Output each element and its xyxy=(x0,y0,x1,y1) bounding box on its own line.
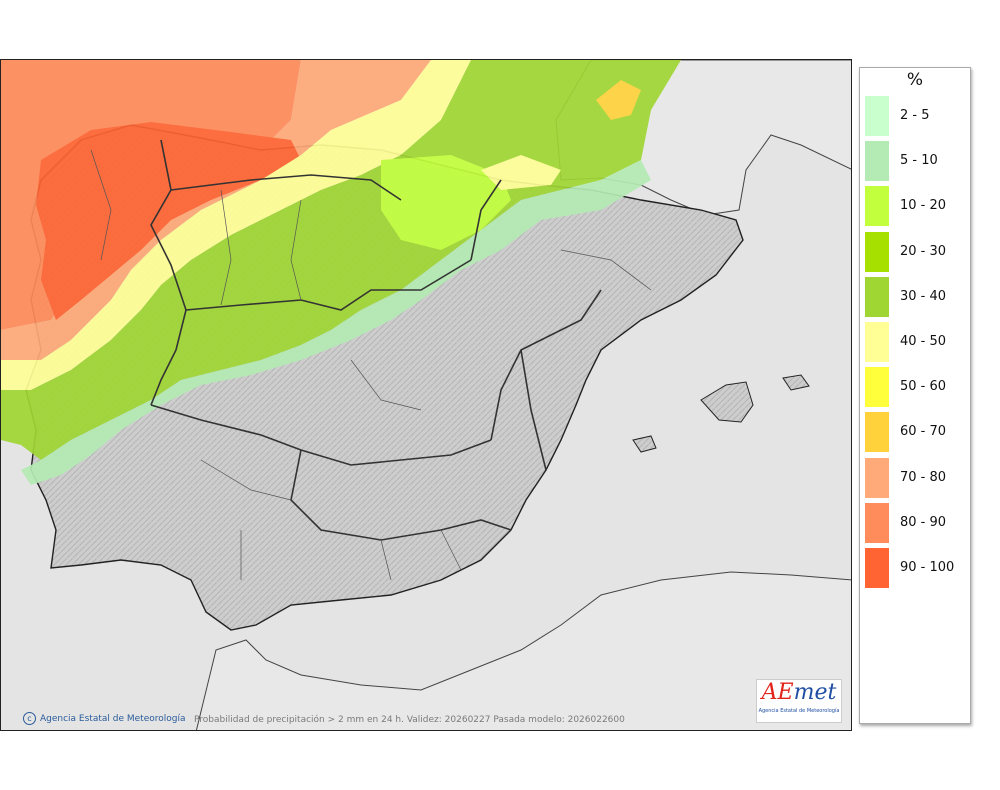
aemet-logo: AEmet Agencia Estatal de Meteorología xyxy=(756,679,842,723)
legend-label: 40 - 50 xyxy=(900,334,947,349)
legend-swatch xyxy=(865,412,889,453)
legend-swatch xyxy=(865,322,889,362)
legend-item: 70 - 80 xyxy=(863,456,963,498)
legend-label: 90 - 100 xyxy=(900,560,955,575)
legend-swatch xyxy=(865,276,889,317)
menorca xyxy=(782,374,810,391)
legend-label: 70 - 80 xyxy=(900,469,947,485)
legend-label: 30 - 40 xyxy=(900,288,947,304)
legend-item: 2 - 5 xyxy=(863,94,963,136)
legend-swatch xyxy=(865,96,889,136)
legend-swatch xyxy=(865,502,889,543)
legend-label: 20 - 30 xyxy=(900,243,947,259)
legend-swatch xyxy=(865,186,889,227)
precipitation-map: c Agencia Estatal de Meteorología Probab… xyxy=(0,59,852,731)
africa-land xyxy=(195,571,851,730)
legend-item: 30 - 40 xyxy=(863,275,963,317)
legend-label: 10 - 20 xyxy=(900,198,947,214)
mallorca xyxy=(700,381,754,423)
agency-credit-text: Agencia Estatal de Meteorología xyxy=(40,713,186,724)
regional-borders xyxy=(150,139,602,541)
legend-swatch xyxy=(865,231,889,272)
legend-item: 60 - 70 xyxy=(863,410,963,453)
legend-item: 80 - 90 xyxy=(863,501,963,543)
legend-label: 50 - 60 xyxy=(900,379,947,395)
legend-swatch xyxy=(865,367,889,408)
legend-item: 10 - 20 xyxy=(863,184,963,227)
legend-swatch xyxy=(865,457,889,498)
legend-panel: % 2 - 5 5 - 10 10 - 20 20 - 30 30 - 40 40 - 5… xyxy=(859,67,971,724)
ibiza xyxy=(632,435,657,453)
agency-credit: c Agencia Estatal de Meteorología xyxy=(23,712,186,725)
map-caption: Probabilidad de precipitación > 2 mm en … xyxy=(194,715,625,725)
legend-swatch xyxy=(865,141,889,182)
legend-label: 2 - 5 xyxy=(900,108,930,123)
legend-label: 80 - 90 xyxy=(900,514,947,530)
aemet-logo-subtitle: Agencia Estatal de Meteorología xyxy=(758,708,840,714)
province-borders xyxy=(90,149,652,581)
legend-item: 50 - 60 xyxy=(863,365,963,408)
legend-item: 40 - 50 xyxy=(863,320,963,362)
legend-item: 20 - 30 xyxy=(863,230,963,272)
map-canvas xyxy=(1,60,851,730)
legend-label: 60 - 70 xyxy=(900,424,947,440)
legend-item: 90 - 100 xyxy=(863,546,963,588)
legend-item: 5 - 10 xyxy=(863,139,963,182)
copyright-icon: c xyxy=(23,712,36,725)
legend-label: 5 - 10 xyxy=(900,153,938,169)
aemet-logo-word: AEmet xyxy=(761,680,837,705)
legend-swatch xyxy=(865,548,889,588)
legend-title: % xyxy=(906,70,924,90)
